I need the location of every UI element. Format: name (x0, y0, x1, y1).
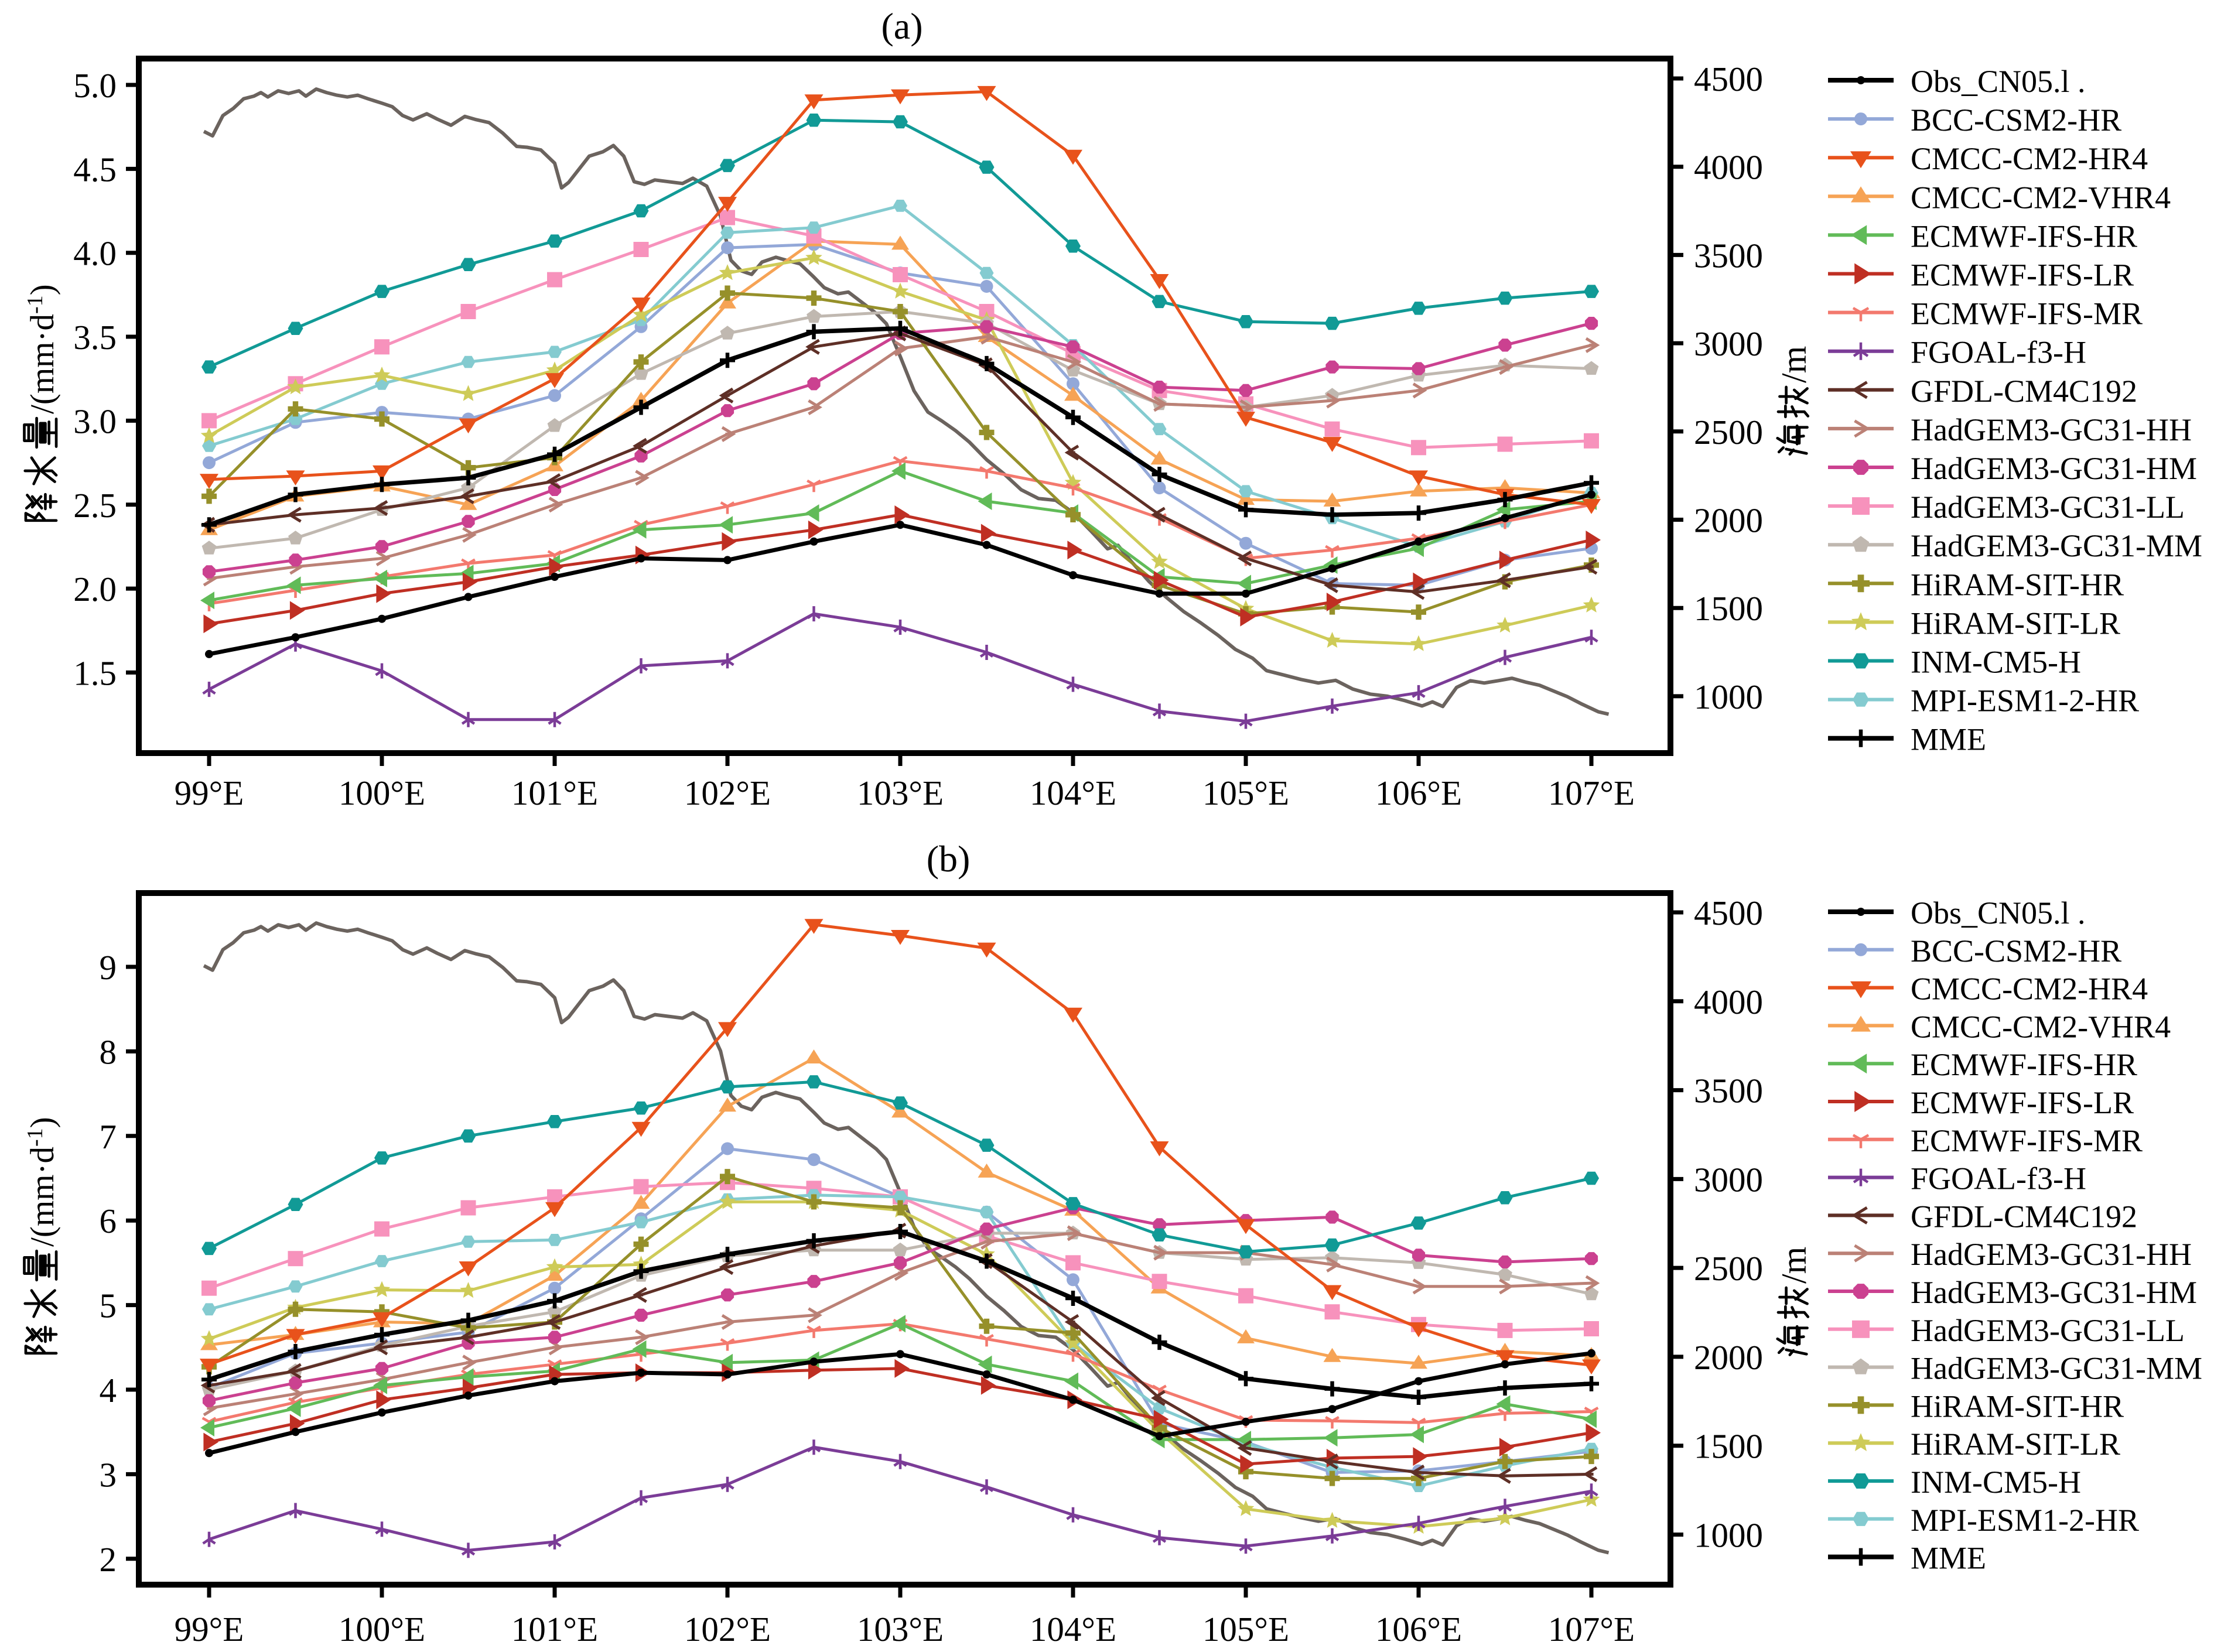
svg-text:6: 6 (100, 1202, 117, 1240)
svg-text:106°E: 106°E (1375, 1610, 1462, 1648)
svg-text:FGOAL-f3-H: FGOAL-f3-H (1911, 1161, 2086, 1196)
svg-text:3.0: 3.0 (73, 402, 117, 440)
svg-text:GFDL-CM4C192: GFDL-CM4C192 (1911, 1199, 2137, 1234)
svg-text:ECMWF-IFS-MR: ECMWF-IFS-MR (1911, 296, 2143, 331)
svg-text:HiRAM-SIT-HR: HiRAM-SIT-HR (1911, 567, 2124, 602)
svg-text:2.5: 2.5 (73, 486, 117, 525)
svg-text:Obs_CN05.l .: Obs_CN05.l . (1911, 895, 2086, 931)
svg-text:/m: /m (1775, 1247, 1813, 1284)
svg-text:104°E: 104°E (1030, 1610, 1116, 1648)
svg-text:7: 7 (100, 1117, 117, 1156)
svg-text:BCC-CSM2-HR: BCC-CSM2-HR (1911, 933, 2121, 969)
svg-text:103°E: 103°E (857, 1610, 944, 1648)
svg-text:HiRAM-SIT-LR: HiRAM-SIT-LR (1911, 606, 2120, 641)
svg-text:HadGEM3-GC31-LL: HadGEM3-GC31-LL (1911, 490, 2185, 525)
svg-text:8: 8 (100, 1032, 117, 1071)
svg-text:ECMWF-IFS-HR: ECMWF-IFS-HR (1911, 1047, 2137, 1082)
svg-text:106°E: 106°E (1375, 774, 1462, 812)
svg-text:FGOAL-f3-H: FGOAL-f3-H (1911, 335, 2086, 370)
svg-text:1.5: 1.5 (73, 654, 117, 692)
svg-text:INM-CM5-H: INM-CM5-H (1911, 1465, 2081, 1500)
svg-text:104°E: 104°E (1030, 774, 1116, 812)
svg-text:101°E: 101°E (511, 1610, 598, 1648)
svg-text:1000: 1000 (1694, 1516, 1763, 1555)
svg-text:100°E: 100°E (339, 1610, 425, 1648)
svg-text:(a): (a) (881, 5, 922, 47)
svg-text:2.0: 2.0 (73, 570, 117, 608)
svg-text:MPI-ESM1-2-HR: MPI-ESM1-2-HR (1911, 683, 2139, 719)
svg-text:3.5: 3.5 (73, 318, 117, 357)
svg-text:HiRAM-SIT-HR: HiRAM-SIT-HR (1911, 1388, 2124, 1424)
svg-text:102°E: 102°E (684, 1610, 771, 1648)
svg-text:2: 2 (100, 1540, 117, 1579)
svg-text:MME: MME (1911, 1541, 1986, 1576)
svg-text:HiRAM-SIT-LR: HiRAM-SIT-LR (1911, 1427, 2120, 1462)
svg-text:CMCC-CM2-HR4: CMCC-CM2-HR4 (1911, 972, 2148, 1007)
svg-text:2000: 2000 (1694, 501, 1763, 540)
svg-text:CMCC-CM2-VHR4: CMCC-CM2-VHR4 (1911, 180, 2171, 215)
svg-text:ECMWF-IFS-MR: ECMWF-IFS-MR (1911, 1123, 2143, 1158)
svg-text:102°E: 102°E (684, 774, 771, 812)
svg-text:HadGEM3-GC31-LL: HadGEM3-GC31-LL (1911, 1313, 2185, 1348)
svg-text:100°E: 100°E (339, 774, 425, 812)
svg-text:101°E: 101°E (511, 774, 598, 812)
svg-text:9: 9 (100, 948, 117, 987)
svg-text:4500: 4500 (1694, 60, 1763, 98)
svg-text:2500: 2500 (1694, 413, 1763, 452)
svg-text:3000: 3000 (1694, 1160, 1763, 1199)
svg-text:4000: 4000 (1694, 983, 1763, 1021)
svg-text:1500: 1500 (1694, 1427, 1763, 1466)
svg-text:1000: 1000 (1694, 678, 1763, 716)
svg-text:107°E: 107°E (1548, 774, 1635, 812)
svg-text:ECMWF-IFS-HR: ECMWF-IFS-HR (1911, 218, 2137, 254)
svg-text:HadGEM3-GC31-HH: HadGEM3-GC31-HH (1911, 1237, 2192, 1272)
svg-text:99°E: 99°E (175, 1610, 244, 1648)
svg-text:ECMWF-IFS-LR: ECMWF-IFS-LR (1911, 1085, 2134, 1120)
svg-text:HadGEM3-GC31-HH: HadGEM3-GC31-HH (1911, 412, 2192, 447)
svg-text:/(mm·d-1): /(mm·d-1) (23, 1117, 61, 1247)
svg-text:99°E: 99°E (175, 774, 244, 812)
svg-text:5.0: 5.0 (73, 66, 117, 105)
svg-text:/m: /m (1775, 346, 1813, 383)
svg-text:MME: MME (1911, 722, 1986, 757)
svg-text:MPI-ESM1-2-HR: MPI-ESM1-2-HR (1911, 1503, 2139, 1538)
svg-text:HadGEM3-GC31-HM: HadGEM3-GC31-HM (1911, 1275, 2197, 1310)
svg-text:4500: 4500 (1694, 894, 1763, 932)
svg-text:BCC-CSM2-HR: BCC-CSM2-HR (1911, 102, 2121, 138)
svg-text:4000: 4000 (1694, 148, 1763, 187)
svg-text:HadGEM3-GC31-MM: HadGEM3-GC31-MM (1911, 528, 2202, 563)
svg-text:2000: 2000 (1694, 1338, 1763, 1377)
svg-text:INM-CM5-H: INM-CM5-H (1911, 645, 2081, 680)
svg-text:CMCC-CM2-HR4: CMCC-CM2-HR4 (1911, 141, 2148, 176)
svg-text:4: 4 (100, 1371, 117, 1410)
svg-text:HadGEM3-GC31-MM: HadGEM3-GC31-MM (1911, 1351, 2202, 1386)
svg-text:107°E: 107°E (1548, 1610, 1635, 1648)
svg-text:HadGEM3-GC31-HM: HadGEM3-GC31-HM (1911, 451, 2197, 486)
svg-text:4.5: 4.5 (73, 150, 117, 189)
svg-text:5: 5 (100, 1287, 117, 1325)
svg-text:(b): (b) (927, 838, 971, 880)
svg-text:3500: 3500 (1694, 1072, 1763, 1110)
svg-text:4.0: 4.0 (73, 234, 117, 273)
svg-text:105°E: 105°E (1202, 1610, 1289, 1648)
svg-text:GFDL-CM4C192: GFDL-CM4C192 (1911, 374, 2137, 409)
svg-text:103°E: 103°E (857, 774, 944, 812)
svg-text:Obs_CN05.l .: Obs_CN05.l . (1911, 64, 2086, 99)
svg-text:CMCC-CM2-VHR4: CMCC-CM2-VHR4 (1911, 1009, 2171, 1044)
svg-text:3000: 3000 (1694, 324, 1763, 363)
svg-text:3500: 3500 (1694, 236, 1763, 275)
svg-text:105°E: 105°E (1202, 774, 1289, 812)
svg-text:2500: 2500 (1694, 1249, 1763, 1288)
svg-text:1500: 1500 (1694, 589, 1763, 628)
svg-text:ECMWF-IFS-LR: ECMWF-IFS-LR (1911, 258, 2134, 293)
svg-text:3: 3 (100, 1455, 117, 1494)
